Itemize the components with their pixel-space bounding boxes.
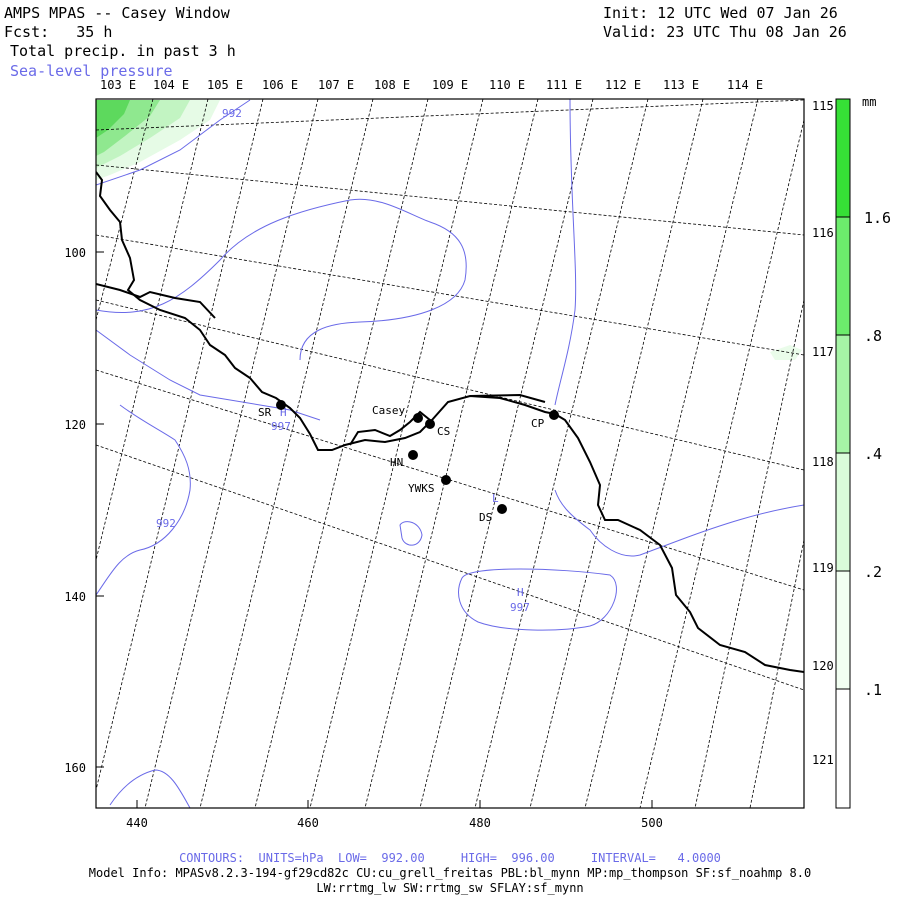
pressure-value-label: 992 — [156, 517, 176, 530]
colorbar-swatch — [836, 571, 850, 689]
contour-info: CONTOURS: UNITS=hPa LOW= 992.00 HIGH= 99… — [179, 851, 721, 865]
colorbar-unit: mm — [862, 95, 876, 109]
x-axis-labels: 440 460 480 500 — [126, 816, 663, 830]
low-center-mark: L — [492, 492, 499, 505]
lon-label: 105 E — [207, 78, 243, 92]
model-info-line2: LW:rrtmg_lw SW:rrtmg_sw SFLAY:sf_mynn — [316, 881, 584, 895]
colorbar-label: .8 — [864, 327, 882, 345]
valid-time: Valid: 23 UTC Thu 08 Jan 26 — [603, 23, 847, 41]
station-label-hn: HN — [390, 456, 403, 469]
field-precip-label: Total precip. in past 3 h — [10, 42, 236, 60]
lon-label: 103 E — [100, 78, 136, 92]
station-label-casey: Casey — [372, 404, 405, 417]
colorbar-label: 1.6 — [864, 209, 891, 227]
colorbar-label: .4 — [864, 445, 882, 463]
colorbar-swatch — [836, 335, 850, 453]
y-tick-label: 140 — [64, 590, 86, 604]
station-marker-casey — [413, 413, 423, 423]
y-axis-labels: 100 120 140 160 — [64, 246, 86, 775]
pressure-value-label: 992 — [222, 107, 242, 120]
colorbar-swatch — [836, 453, 850, 571]
meridian-lines — [96, 99, 804, 808]
station-label-cs: CS — [437, 425, 450, 438]
model-info: Model Info: MPASv8.2.3-194-gf29cd82c CU:… — [88, 866, 812, 880]
init-time: Init: 12 UTC Wed 07 Jan 26 — [603, 4, 838, 22]
pressure-value-label: 997 — [510, 601, 530, 614]
pressure-labels: 992 997 992 997 H L H — [156, 107, 530, 614]
y-tick-label: 100 — [64, 246, 86, 260]
colorbar-swatch — [836, 689, 850, 808]
x-tick-label: 500 — [641, 816, 663, 830]
high-center-mark: H — [280, 406, 287, 419]
coastline — [96, 171, 804, 673]
y-tick-label: 120 — [64, 418, 86, 432]
station-marker-ywks — [441, 475, 451, 485]
high-center-mark: H — [517, 586, 524, 599]
colorbar-label: .2 — [864, 563, 882, 581]
forecast-hour: Fcst: 35 h — [4, 23, 113, 41]
station-marker-hn — [408, 450, 418, 460]
stations: Casey CS CP SR HN YWKS DS — [258, 400, 559, 524]
station-marker-ds — [497, 504, 507, 514]
lon-label: 111 E — [546, 78, 582, 92]
station-marker-sr — [276, 400, 286, 410]
y-tick-label: 160 — [64, 761, 86, 775]
colorbar-label: .1 — [864, 681, 882, 699]
x-tick-label: 480 — [469, 816, 491, 830]
lon-label: 114 E — [727, 78, 763, 92]
station-marker-cp — [549, 410, 559, 420]
lon-label: 109 E — [432, 78, 468, 92]
lon-label: 113 E — [663, 78, 699, 92]
lon-label: 106 E — [262, 78, 298, 92]
pressure-contours — [96, 99, 804, 808]
precip-area — [96, 100, 130, 138]
station-label-ds: DS — [479, 511, 492, 524]
colorbar: mm 1.6 .8 .4 .2 .1 — [835, 95, 891, 809]
field-slp-label: Sea-level pressure — [10, 62, 173, 80]
station-marker-cs — [425, 419, 435, 429]
x-tick-label: 460 — [297, 816, 319, 830]
lon-label: 108 E — [374, 78, 410, 92]
station-label-ywks: YWKS — [408, 482, 435, 495]
axis-ticks — [96, 251, 653, 808]
station-label-sr: SR — [258, 406, 272, 419]
lon-label: 107 E — [318, 78, 354, 92]
colorbar-swatch — [836, 217, 850, 335]
lon-label: 112 E — [605, 78, 641, 92]
precip-area — [770, 345, 802, 360]
plot-frame — [95, 98, 805, 809]
station-label-cp: CP — [531, 417, 545, 430]
lon-label: 110 E — [489, 78, 525, 92]
top-lon-labels: 103 E 104 E 105 E 106 E 107 E 108 E 109 … — [100, 78, 763, 92]
colorbar-swatch — [836, 99, 850, 217]
pressure-value-label: 997 — [271, 420, 291, 433]
map-title: AMPS MPAS -- Casey Window — [4, 4, 230, 22]
x-tick-label: 440 — [126, 816, 148, 830]
lon-label: 104 E — [153, 78, 189, 92]
